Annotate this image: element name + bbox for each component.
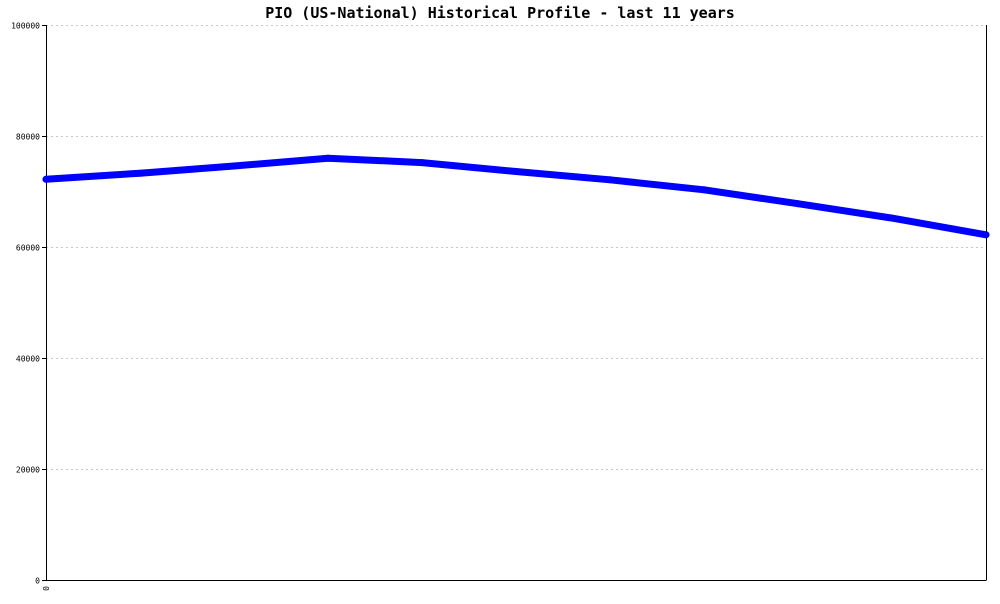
data-point xyxy=(512,168,520,175)
data-point xyxy=(606,176,614,184)
grid-lines xyxy=(46,25,986,470)
data-point xyxy=(230,162,238,170)
y-tick-label: 60000 xyxy=(16,244,40,253)
y-tick-label: 80000 xyxy=(16,133,40,142)
y-tick-label: 100000 xyxy=(11,22,40,31)
x-tick-labels: 0 xyxy=(42,586,51,591)
axes xyxy=(42,25,987,581)
data-point xyxy=(794,200,802,208)
data-point xyxy=(700,186,708,194)
y-tick-label: 40000 xyxy=(16,355,40,364)
data-point xyxy=(418,159,426,167)
data-point xyxy=(42,175,50,183)
y-tick-label: 20000 xyxy=(16,466,40,475)
series-lines xyxy=(42,154,990,239)
data-point xyxy=(136,169,144,177)
data-point xyxy=(888,214,896,222)
x-tick-label: 0 xyxy=(42,586,51,591)
y-tick-label: 0 xyxy=(35,577,40,586)
chart-title: PIO (US-National) Historical Profile - l… xyxy=(265,4,735,22)
data-point xyxy=(982,231,990,239)
data-point xyxy=(324,154,332,162)
y-tick-labels: 0 20000 40000 60000 80000 100000 xyxy=(11,22,40,586)
